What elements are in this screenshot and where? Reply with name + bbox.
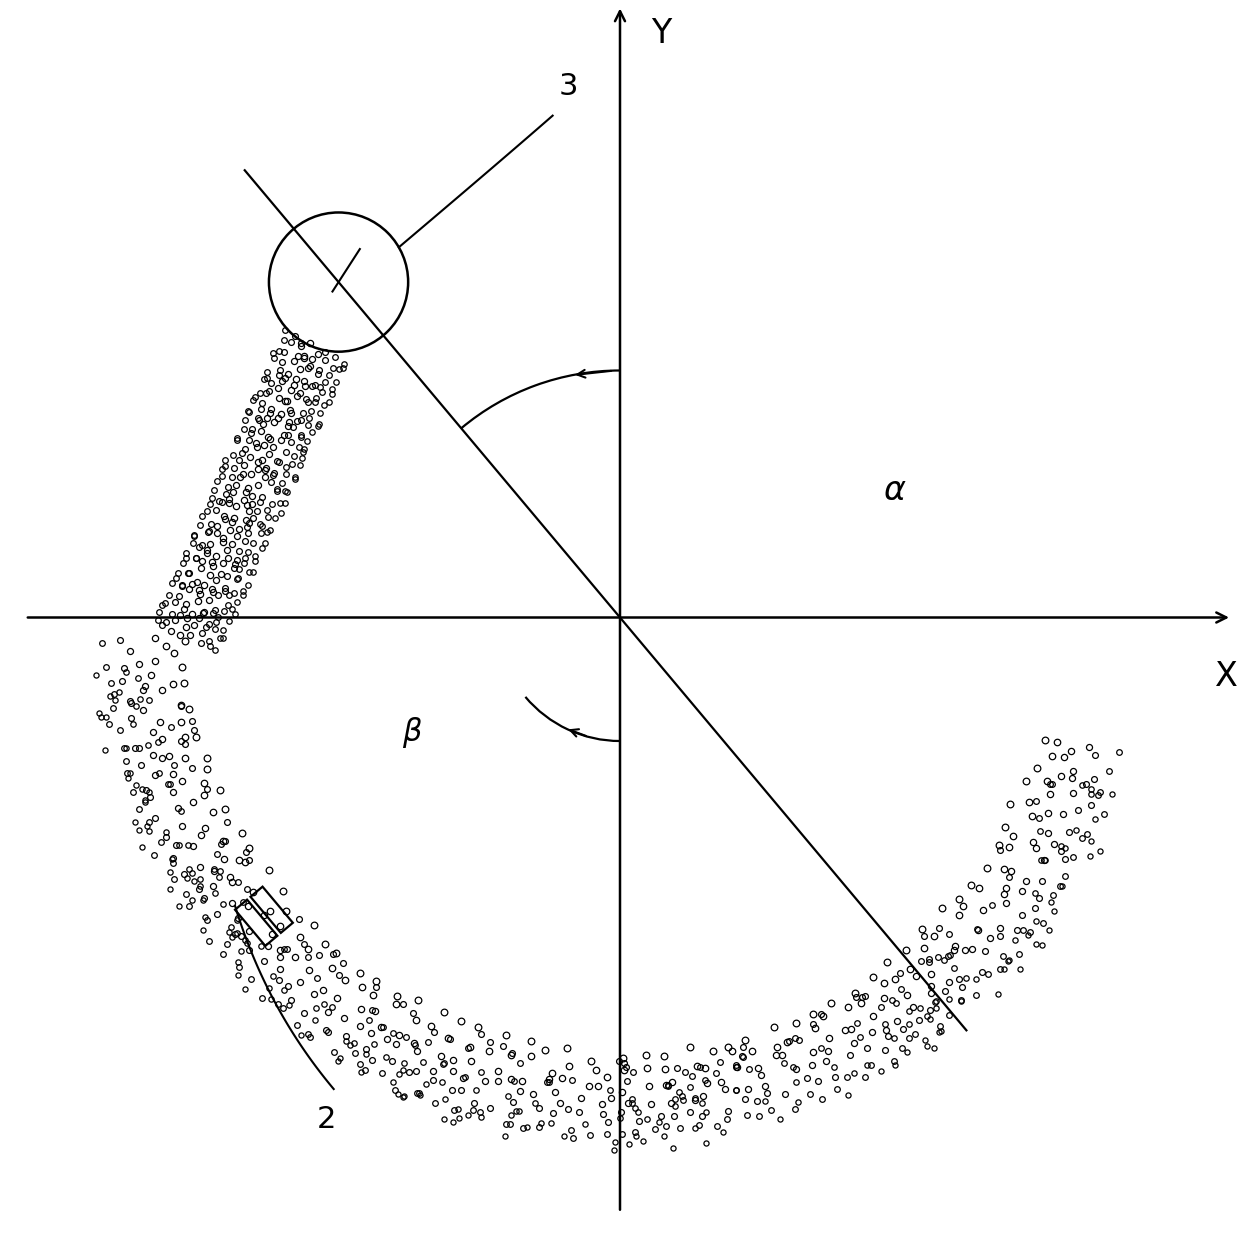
Text: 3: 3	[558, 73, 578, 101]
Text: Y: Y	[651, 17, 672, 49]
Text: X: X	[1215, 661, 1238, 693]
Text: $\alpha$: $\alpha$	[883, 473, 906, 506]
Text: $\beta$: $\beta$	[402, 715, 423, 750]
Bar	[236, 899, 278, 946]
Bar	[250, 887, 293, 932]
Text: 2: 2	[317, 1105, 336, 1134]
